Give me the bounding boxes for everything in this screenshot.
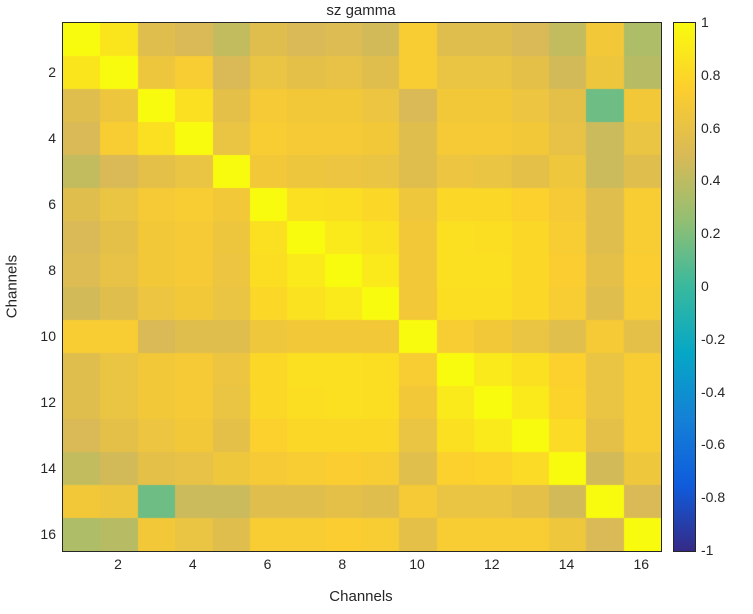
x-tick-label: 6 — [263, 556, 272, 572]
colorbar-tick-label: 0.8 — [701, 66, 721, 83]
y-tick-label: 2 — [48, 63, 56, 80]
colorbar-tick-label: -0.8 — [701, 489, 726, 506]
colorbar-tick-label: -0.6 — [701, 436, 726, 453]
colorbar-tick-label: -0.2 — [701, 330, 726, 347]
y-tick-label: 8 — [48, 261, 56, 278]
colorbar-tick-label: 1 — [701, 14, 709, 30]
colorbar — [673, 22, 696, 552]
x-tick-label: 2 — [114, 556, 122, 572]
y-tick-label: 4 — [48, 129, 56, 146]
colorbar-tick-label: 0.6 — [701, 119, 721, 136]
x-tick-label: 14 — [558, 556, 575, 572]
colorbar-tick-label: 0.2 — [701, 225, 721, 242]
y-axis-label: Channels — [3, 254, 21, 319]
y-tick-label: 6 — [48, 195, 56, 212]
y-tick-label: 14 — [40, 459, 56, 476]
heatmap-canvas — [63, 23, 661, 551]
x-tick-label: 12 — [484, 556, 500, 572]
x-axis-label: Channels — [329, 588, 393, 605]
chart-title: sz gamma — [326, 2, 396, 19]
y-tick-label: 12 — [40, 393, 56, 410]
x-tick-label: 16 — [633, 556, 650, 572]
colorbar-tick-label: -1 — [701, 542, 714, 558]
colorbar-tick-label: -0.4 — [701, 383, 726, 400]
y-tick-label: 16 — [40, 525, 56, 542]
colorbar-tick-label: 0.4 — [701, 172, 721, 189]
colorbar-gradient — [674, 23, 695, 551]
colorbar-tick-label: 0 — [701, 278, 709, 294]
x-tick-label: 8 — [338, 556, 347, 572]
heatmap-plot — [62, 22, 662, 552]
y-tick-label: 10 — [40, 327, 56, 344]
x-tick-label: 10 — [409, 556, 425, 572]
x-tick-label: 4 — [188, 556, 197, 572]
